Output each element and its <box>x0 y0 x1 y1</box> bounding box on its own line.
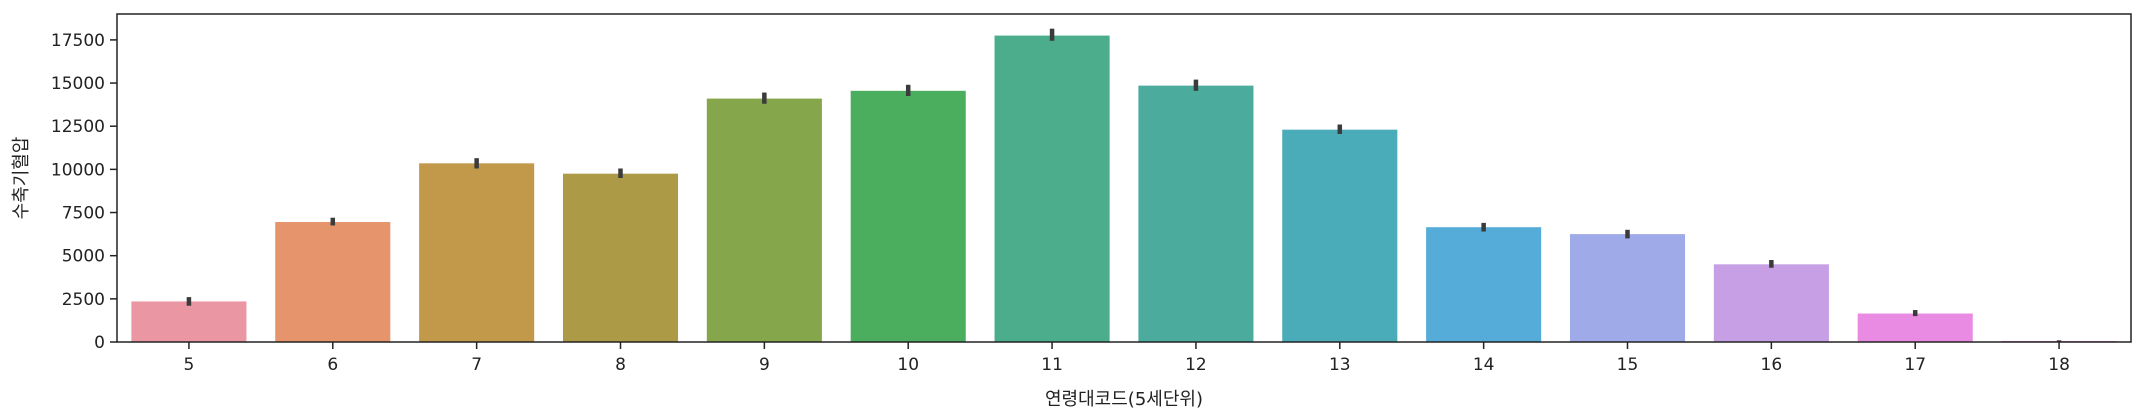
x-tick-label-6: 6 <box>327 355 338 375</box>
x-tick-label-8: 8 <box>615 355 626 375</box>
x-tick-label-15: 15 <box>1617 355 1639 375</box>
bar-13 <box>1282 129 1398 342</box>
y-tick-label-12500: 12500 <box>51 117 105 137</box>
bars-group <box>131 35 2117 343</box>
y-axis: 0 2500 5000 7500 10000 12500 15000 17500 <box>51 31 117 353</box>
x-tick-label-5: 5 <box>184 355 195 375</box>
x-tick-label-12: 12 <box>1185 355 1207 375</box>
bar-6 <box>275 222 391 342</box>
y-tick-label-10000: 10000 <box>51 160 105 180</box>
x-tick-label-9: 9 <box>759 355 770 375</box>
bar-15 <box>1569 234 1686 342</box>
x-axis-label: 연령대코드(5세단위) <box>1045 389 1203 410</box>
x-tick-label-13: 13 <box>1329 355 1351 375</box>
y-tick-label-17500: 17500 <box>51 31 105 51</box>
bar-16 <box>1713 264 1829 342</box>
bar-17 <box>1857 313 1973 342</box>
bar-8 <box>562 173 679 342</box>
bar-5 <box>131 301 247 342</box>
bar-7 <box>419 163 535 342</box>
x-tick-label-11: 11 <box>1041 355 1063 375</box>
x-tick-label-18: 18 <box>2048 355 2070 375</box>
x-axis: 5 6 7 8 9 10 11 12 13 14 15 16 17 18 <box>184 342 2070 375</box>
x-tick-label-7: 7 <box>471 355 482 375</box>
bar-12 <box>1138 85 1254 343</box>
x-tick-label-17: 17 <box>1904 355 1926 375</box>
bar-11 <box>994 35 1110 342</box>
y-tick-label-7500: 7500 <box>62 204 105 224</box>
x-tick-label-10: 10 <box>897 355 919 375</box>
bar-9 <box>706 98 822 342</box>
x-tick-label-14: 14 <box>1473 355 1495 375</box>
y-tick-label-15000: 15000 <box>51 74 105 94</box>
bar-14 <box>1426 227 1542 342</box>
x-tick-label-16: 16 <box>1761 355 1783 375</box>
plot-frame <box>116 13 2132 343</box>
y-tick-label-2500: 2500 <box>62 290 105 310</box>
bar-10 <box>850 90 966 343</box>
y-axis-label: 수축기혈압 <box>11 137 32 220</box>
y-tick-label-0: 0 <box>94 333 105 353</box>
y-tick-label-5000: 5000 <box>62 247 105 267</box>
